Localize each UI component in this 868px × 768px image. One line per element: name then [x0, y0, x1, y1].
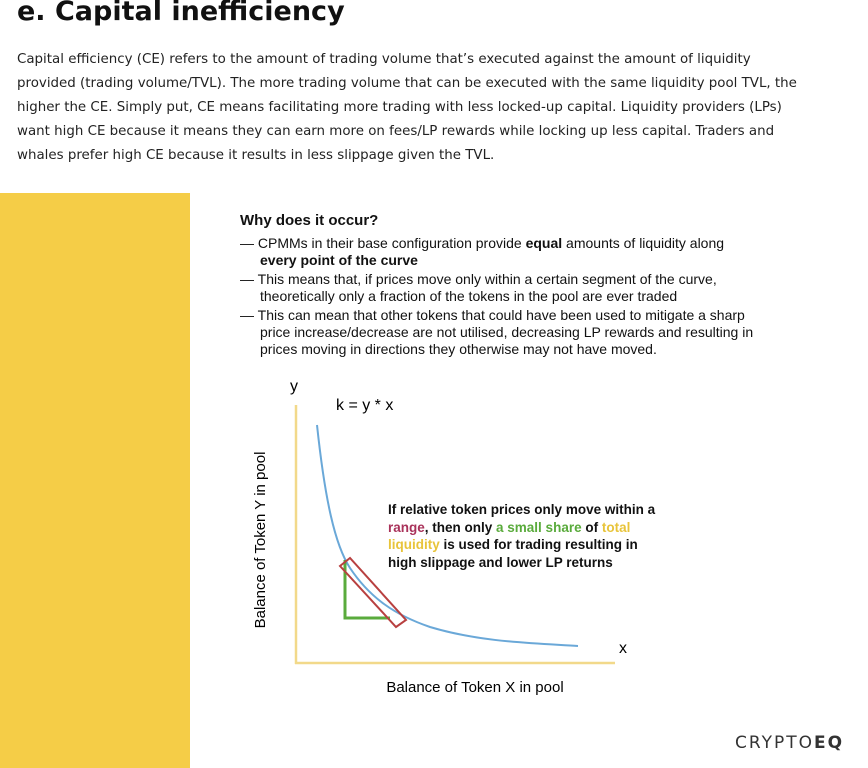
text: , then only	[424, 519, 497, 535]
logo: CRYPTOEQ	[735, 733, 844, 753]
text: CPMMs in their base configuration provid…	[257, 235, 526, 251]
heading: e. Capital inefficiency	[17, 0, 345, 27]
formula: k = y * x	[336, 397, 393, 414]
x-label: x	[619, 640, 627, 657]
green-triangle	[343, 560, 390, 620]
text: amounts of liquidity along	[562, 235, 725, 251]
text: of	[581, 519, 602, 535]
text: This can mean that other tokens that cou…	[257, 307, 754, 357]
range-box	[338, 556, 408, 629]
bullet: CPMMs in their base configuration provid…	[240, 235, 760, 269]
x-axis-title: Balance of Token X in pool	[386, 679, 563, 696]
annotation: If relative token prices only move withi…	[388, 501, 663, 571]
paragraph: Capital efficiency (CE) refers to the am…	[17, 52, 797, 163]
text: If relative token prices only move withi…	[388, 502, 656, 517]
bullet-list: CPMMs in their base configuration provid…	[240, 235, 760, 360]
bold-text: equal	[525, 235, 563, 251]
logo-text: CRYPTO	[735, 733, 814, 753]
bullet: This can mean that other tokens that cou…	[240, 307, 760, 358]
curve	[316, 424, 579, 647]
bold-text: every point of the curve	[260, 252, 418, 268]
text: This means that, if prices move only wit…	[257, 271, 717, 304]
yellow-panel	[0, 193, 190, 768]
share-text: a small share	[496, 519, 582, 535]
y-label: y	[290, 378, 298, 395]
bullet: This means that, if prices move only wit…	[240, 271, 760, 305]
text: is used for trading resulting in high sl…	[388, 537, 638, 570]
range-text: range	[388, 519, 425, 535]
logo-bold: EQ	[814, 733, 845, 753]
liquidity-text: total liquidity	[388, 519, 631, 553]
y-axis-title: Balance of Token Y in pool	[252, 452, 269, 629]
question: Why does it occur?	[240, 212, 379, 229]
